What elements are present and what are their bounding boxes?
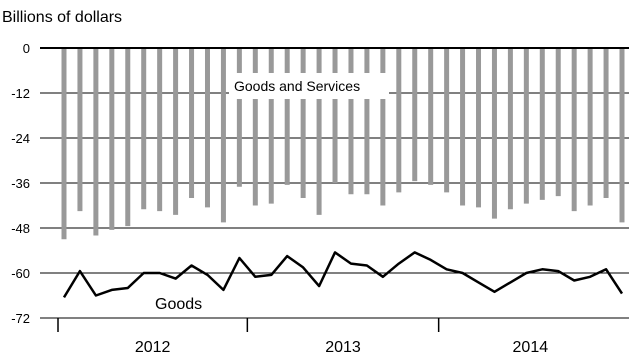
- goods-and-services-label-background: [229, 73, 389, 99]
- goods-line: [62, 251, 624, 299]
- x-axis-year-label: 2012: [135, 339, 171, 356]
- x-axis: 2012 2013 2014: [40, 47, 629, 356]
- y-tick-label: 0: [23, 41, 30, 56]
- goods-label: Goods: [155, 296, 202, 313]
- goods-and-services-bar: [189, 48, 195, 198]
- x-axis-year-label: 2014: [513, 339, 549, 356]
- goods-and-services-bar: [332, 48, 338, 183]
- goods-and-services-bar: [220, 48, 226, 223]
- goods-and-services-bar: [141, 48, 147, 210]
- goods-and-services-bar: [125, 48, 131, 227]
- goods-and-services-bar: [460, 48, 466, 206]
- goods-and-services-bar: [412, 48, 418, 182]
- goods-and-services-bar: [603, 48, 609, 198]
- goods-and-services-bars: [61, 48, 625, 240]
- goods-and-services-bar: [555, 48, 561, 197]
- goods-and-services-bar: [364, 48, 370, 195]
- goods-and-services-bar: [619, 48, 625, 223]
- goods-and-services-bar: [396, 48, 402, 193]
- y-tick-label: -48: [11, 221, 30, 236]
- goods-and-services-bar: [316, 48, 322, 215]
- goods-and-services-bar: [61, 48, 67, 240]
- goods-and-services-bar: [173, 48, 179, 215]
- goods-and-services-bar: [380, 48, 386, 206]
- goods-and-services-label: Goods and Services: [234, 78, 360, 94]
- goods-and-services-bar: [93, 48, 99, 236]
- goods-and-services-bar: [444, 48, 450, 193]
- goods-and-services-bar: [300, 48, 306, 198]
- y-tick-label: -72: [11, 311, 30, 326]
- goods-and-services-bar: [204, 48, 210, 208]
- goods-and-services-bar: [109, 48, 115, 230]
- goods-and-services-bar: [157, 48, 163, 212]
- goods-and-services-bar: [284, 48, 290, 185]
- y-tick-label: -36: [11, 176, 30, 191]
- goods-and-services-bar: [236, 48, 242, 187]
- goods-and-services-bar: [348, 48, 354, 195]
- y-axis-label: Billions of dollars: [2, 9, 122, 26]
- goods-and-services-bar: [571, 48, 577, 212]
- goods-line-series: [62, 251, 624, 299]
- goods-and-services-bar: [476, 48, 482, 208]
- y-tick-label: -60: [11, 266, 30, 281]
- y-tick-label: -12: [11, 86, 30, 101]
- goods-and-services-bar: [491, 48, 497, 219]
- goods-and-services-bar: [268, 48, 274, 204]
- y-tick-label: -24: [11, 131, 30, 146]
- x-axis-year-label: 2013: [325, 339, 361, 356]
- goods-and-services-bar: [507, 48, 513, 210]
- goods-and-services-bar: [539, 48, 545, 200]
- goods-and-services-bar: [587, 48, 593, 206]
- goods-and-services-bar: [252, 48, 258, 206]
- goods-and-services-bar: [428, 48, 434, 185]
- y-axis-tick-labels: 0 -12 -24 -36 -48 -60 -72: [11, 41, 30, 326]
- goods-and-services-bar: [523, 48, 529, 204]
- goods-and-services-bar: [77, 48, 83, 212]
